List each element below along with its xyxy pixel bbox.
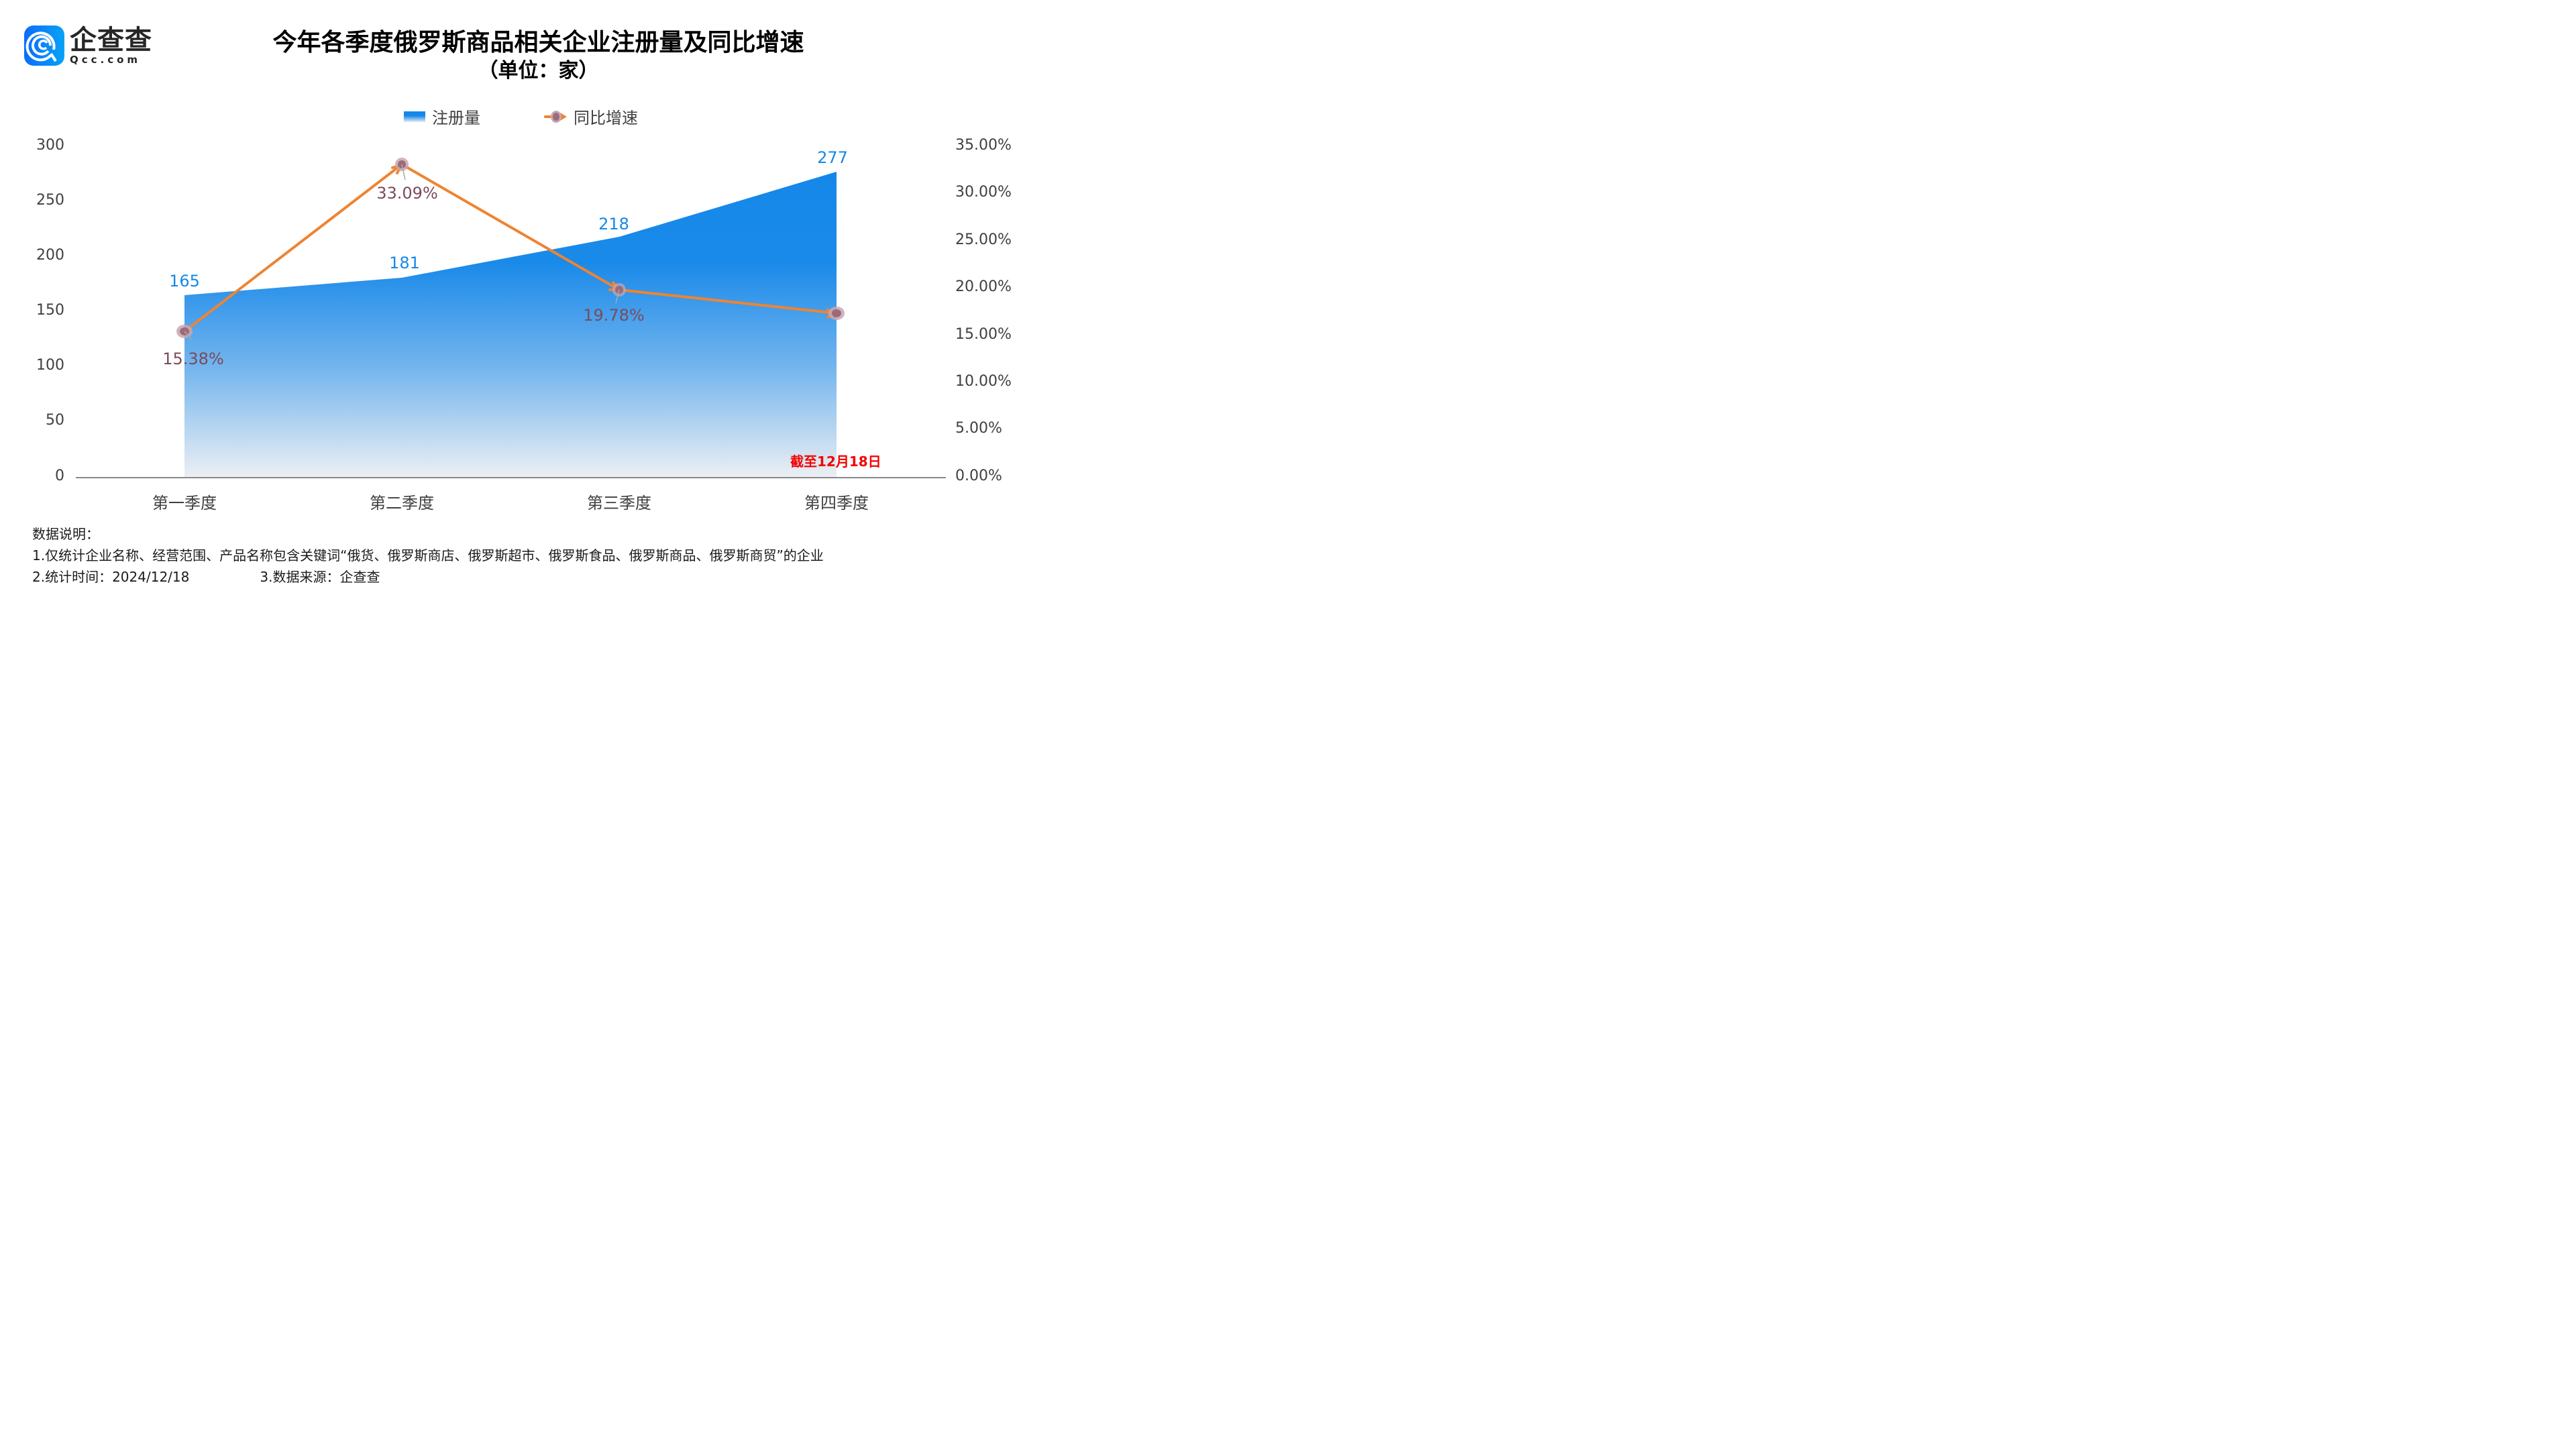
chart-title: 今年各季度俄罗斯商品相关企业注册量及同比增速 <box>272 29 804 56</box>
qcc-badge-icon <box>24 25 64 66</box>
right-axis-tick: 10.00% <box>955 373 1012 390</box>
category-label-q1: 第一季度 <box>152 494 217 513</box>
left-axis-tick: 50 <box>46 412 64 429</box>
legend-item-growth[interactable]: 同比增速 <box>544 105 638 128</box>
category-label-q3: 第三季度 <box>587 494 651 513</box>
value-label-q3: 218 <box>598 215 629 233</box>
left-axis-tick: 200 <box>36 247 64 264</box>
left-axis-tick: 100 <box>36 357 64 374</box>
pct-label-q1: 15.38% <box>162 350 224 368</box>
right-axis-tick: 20.00% <box>955 278 1012 295</box>
area-swatch-icon <box>404 111 425 122</box>
value-label-q2: 181 <box>389 254 420 272</box>
right-axis-tick: 25.00% <box>955 231 1012 248</box>
growth-line <box>183 162 839 333</box>
value-label-q1: 165 <box>169 272 200 290</box>
growth-markers <box>176 158 845 340</box>
legend: 注册量 同比增速 <box>404 105 638 128</box>
pct-label-q3: 19.78% <box>583 306 645 325</box>
category-label-q2: 第二季度 <box>370 494 434 513</box>
pct-label-q2: 33.09% <box>376 184 438 203</box>
data-notes: 数据说明： 1.仅统计企业名称、经营范围、产品名称包含关键词“俄货、俄罗斯商店、… <box>32 523 824 588</box>
qcc-logo: 企查查 Qcc.com <box>24 25 152 66</box>
brand-name-cn: 企查查 <box>70 25 152 56</box>
right-axis-tick: 15.00% <box>955 326 1012 343</box>
value-label-q4: 277 <box>817 148 848 167</box>
category-label-q4: 第四季度 <box>804 494 869 513</box>
right-axis-tick: 5.00% <box>955 420 1002 437</box>
left-axis-tick: 150 <box>36 302 64 319</box>
notes-line-1: 1.仅统计企业名称、经营范围、产品名称包含关键词“俄货、俄罗斯商店、俄罗斯超市、… <box>32 547 824 564</box>
left-axis-tick: 0 <box>55 468 64 484</box>
line-marker-icon <box>544 110 567 123</box>
plot-area <box>76 158 946 478</box>
left-axis-tick: 250 <box>36 192 64 209</box>
legend-label-growth: 同比增速 <box>574 109 638 127</box>
right-axis-tick: 35.00% <box>955 137 1012 154</box>
legend-item-registrations[interactable]: 注册量 <box>404 105 480 128</box>
registrations-area <box>184 172 837 477</box>
brand-name-en: Qcc.com <box>70 54 142 66</box>
notes-line-3: 3.数据来源：企查查 <box>260 569 380 585</box>
right-axis-tick: 30.00% <box>955 184 1012 201</box>
notes-line-2: 2.统计时间：2024/12/18 <box>32 569 190 585</box>
chart-subtitle: （单位：家） <box>478 59 599 83</box>
left-axis-tick: 300 <box>36 137 64 154</box>
right-axis-tick: 0.00% <box>955 468 1002 484</box>
cutoff-annotation: 截至12月18日 <box>790 453 881 470</box>
notes-heading: 数据说明： <box>32 526 99 542</box>
legend-label-registrations: 注册量 <box>432 109 480 127</box>
